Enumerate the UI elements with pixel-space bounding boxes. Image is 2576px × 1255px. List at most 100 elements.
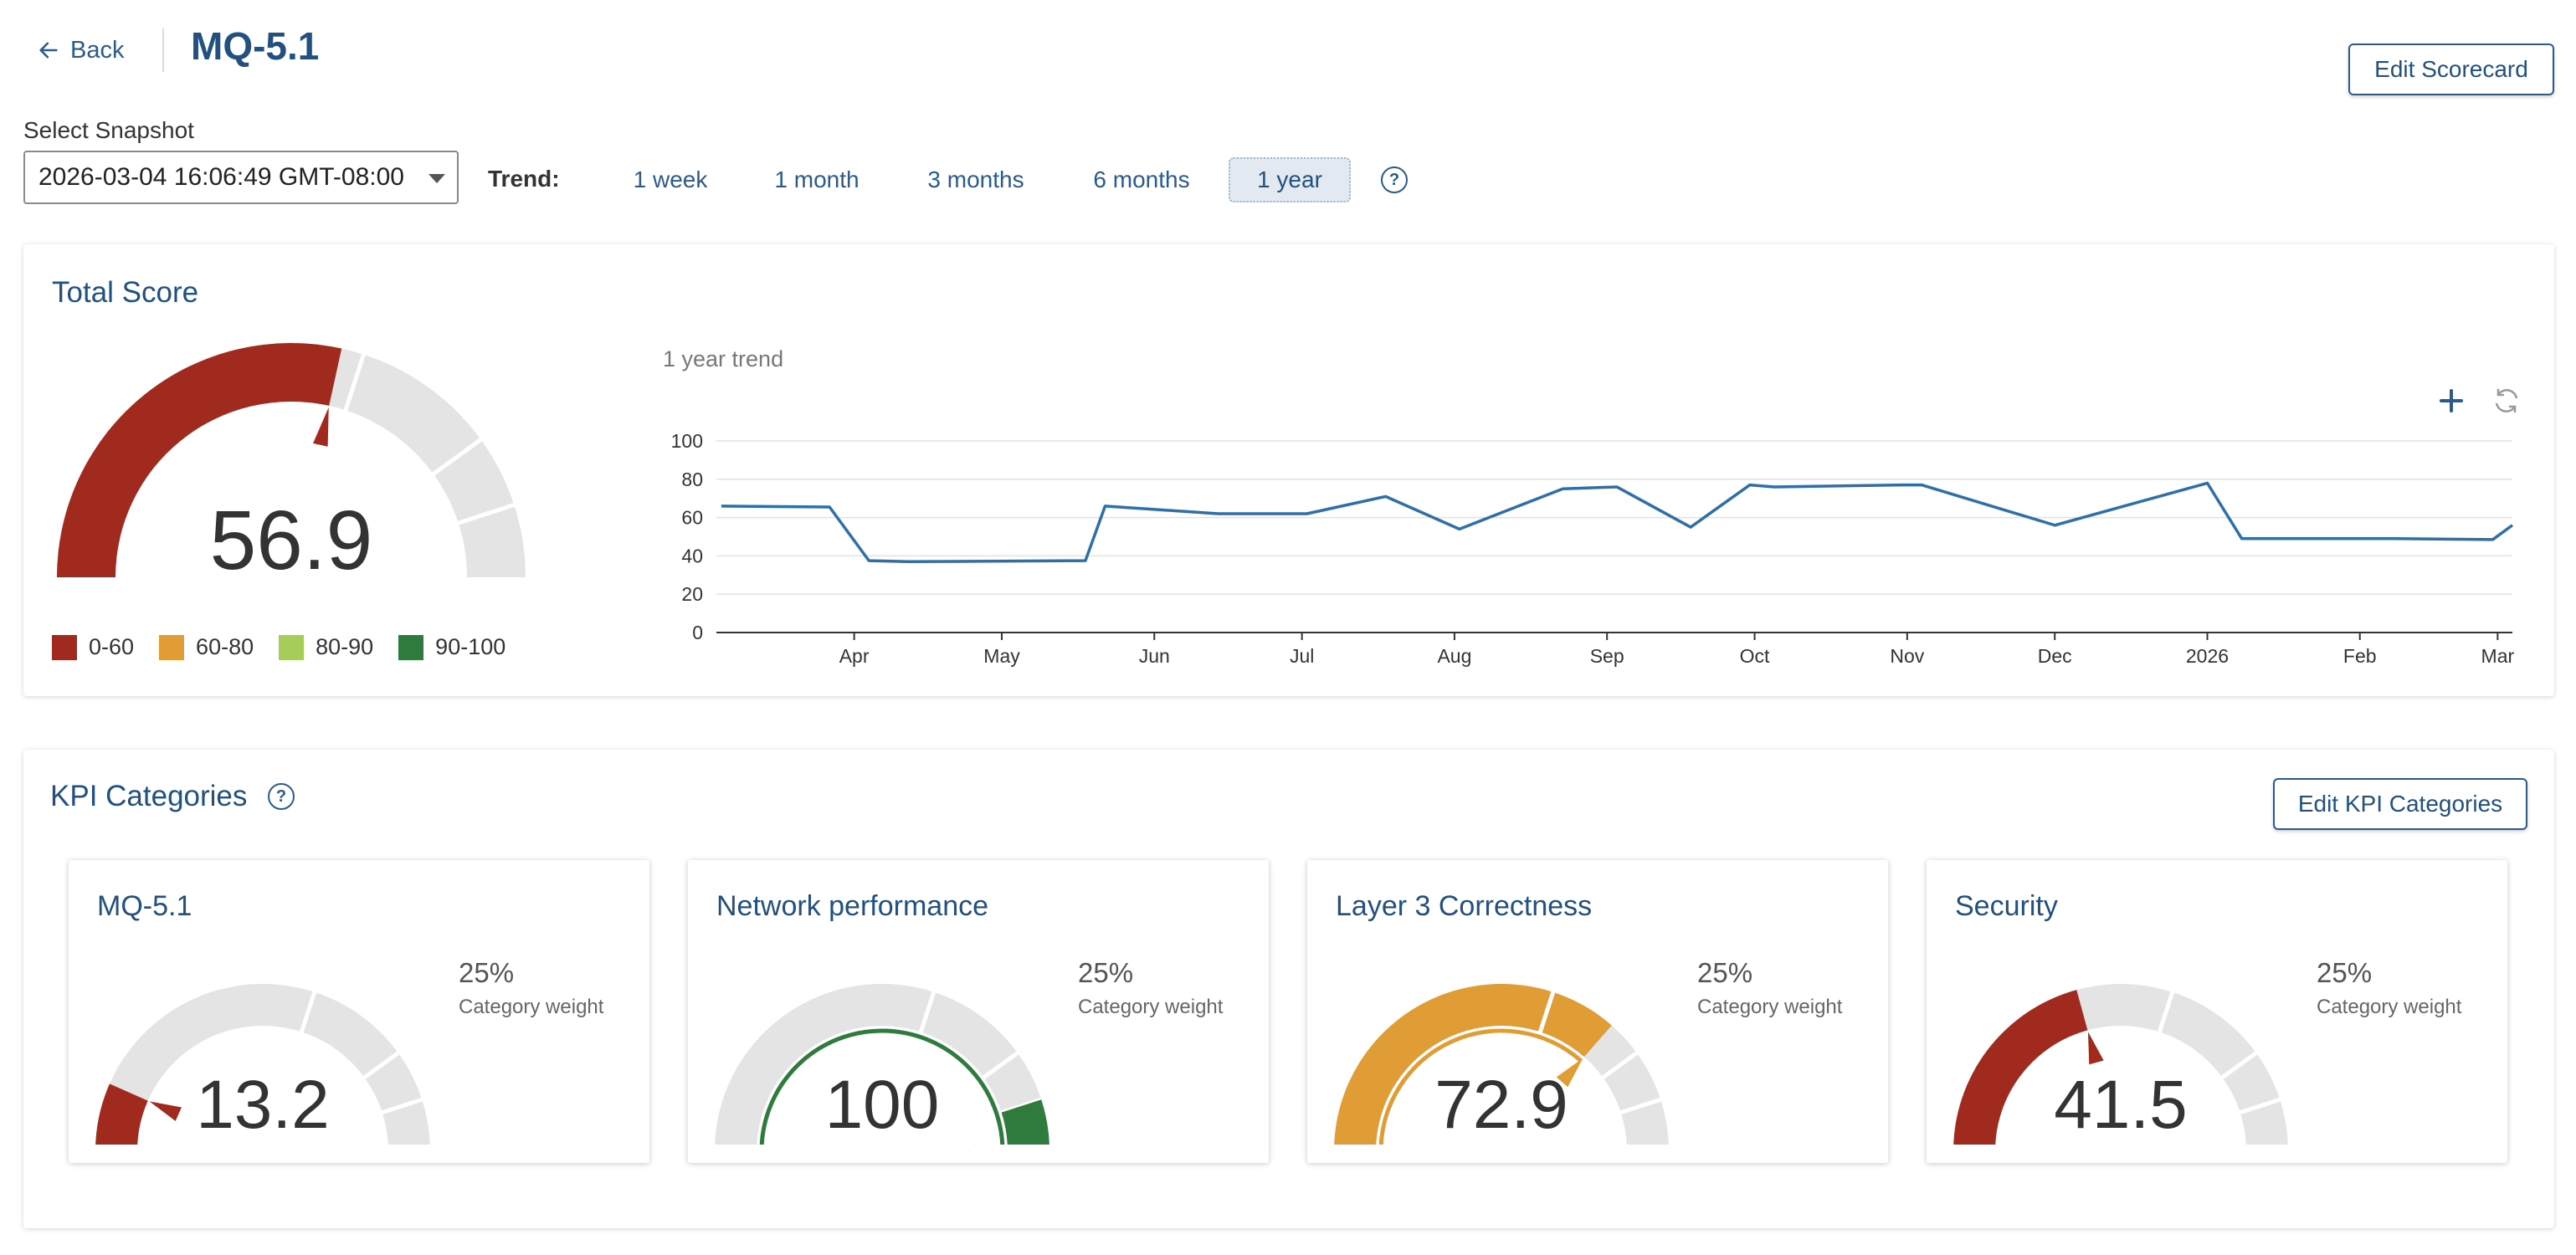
kpi-title: KPI Categories	[50, 780, 248, 812]
kpi-gauge-divider	[299, 991, 317, 1034]
kpi-gauge-divider	[1537, 991, 1556, 1034]
total-score-gauge-divider	[431, 437, 483, 477]
plus-icon[interactable]	[2437, 387, 2466, 415]
snapshot-value: 2026-03-04 16:06:49 GMT-08:00	[38, 163, 404, 191]
total-score-gauge-value-arc	[57, 343, 342, 577]
kpi-gauge-progress-line	[1378, 1028, 1583, 1145]
legend-label-0-60: 0-60	[89, 634, 135, 659]
edit-scorecard-button[interactable]: Edit Scorecard	[2348, 44, 2554, 95]
kpi-gauge-divider	[2220, 1050, 2259, 1080]
kpi-card[interactable]: Layer 3 Correctness 25% Category weight 7…	[1307, 860, 1888, 1163]
back-label: Back	[70, 36, 125, 64]
trend-line-chart: 0 20 40 60 80 100 Apr May Jun Jul Aug Sep Oct Nov Dec 2…	[671, 431, 2515, 667]
trend-label: Trend:	[488, 166, 560, 192]
kpi-gauge-value-arc	[715, 983, 1049, 1145]
kpi-card-weight-label: Category weight	[1697, 996, 1843, 1018]
kpi-gauge-value-arc	[95, 1083, 148, 1145]
kpi-gauge: 41.5	[1953, 984, 2288, 1145]
kpi-gauge: 100	[715, 983, 1049, 1145]
legend-swatch-60-80	[159, 634, 185, 660]
kpi-gauge-divider	[1601, 1050, 1640, 1080]
trend-series-line	[721, 481, 2514, 564]
total-score-gauge-band-3	[458, 505, 526, 577]
kpi-card-title: Network performance	[716, 890, 989, 922]
x-tick-label: Nov	[1890, 645, 1924, 667]
kpi-gauge-band-1	[2159, 991, 2256, 1078]
x-tick-label: Jun	[1139, 645, 1170, 667]
snapshot-label: Select Snapshot	[23, 117, 194, 143]
kpi-card[interactable]: MQ-5.1 25% Category weight 13.2	[69, 860, 649, 1163]
kpi-gauge-band-0	[95, 984, 315, 1145]
kpi-card-title: MQ-5.1	[97, 890, 192, 922]
kpi-gauge-needle	[149, 1101, 182, 1121]
x-tick-label: Aug	[1437, 645, 1471, 667]
kpi-gauge: 72.9	[1334, 984, 1669, 1145]
legend-label-90-100: 90-100	[435, 634, 506, 659]
kpi-gauge-band-1	[301, 991, 398, 1078]
kpi-gauge-value-arc	[1953, 990, 2088, 1145]
kpi-card-title: Security	[1955, 890, 2058, 922]
kpi-gauge: 13.2	[95, 984, 430, 1145]
kpi-card-weight-label: Category weight	[2317, 996, 2462, 1018]
kpi-gauge-band-3	[2240, 1099, 2288, 1145]
total-score-value: 56.9	[210, 494, 373, 586]
page-title: MQ-5.1	[191, 24, 320, 68]
kpi-gauge-divider	[2238, 1097, 2281, 1115]
score-legend: 0-60 60-80 80-90 90-100	[52, 634, 505, 660]
trend-option-1-year[interactable]: 1 year	[1229, 157, 1351, 202]
refresh-icon[interactable]	[2491, 385, 2522, 417]
kpi-gauge-band-0	[1953, 984, 2173, 1145]
question-circle-icon[interactable]: ?	[1381, 166, 1408, 193]
trend-option-6-months[interactable]: 6 months	[1093, 166, 1190, 192]
kpi-gauge-needle	[1556, 1058, 1583, 1088]
x-tick-label: Oct	[1740, 645, 1770, 667]
x-tick-label: Dec	[2038, 645, 2072, 667]
x-tick-label: Mar	[2481, 645, 2515, 667]
kpi-gauge-band-3	[1620, 1099, 1669, 1145]
kpi-card[interactable]: Network performance 25% Category weight 1…	[688, 860, 1269, 1163]
kpi-card-weight: 25%	[459, 957, 515, 988]
kpi-card-weight-label: Category weight	[1078, 996, 1224, 1018]
total-score-gauge-divider	[343, 352, 367, 412]
legend-label-60-80: 60-80	[196, 634, 254, 659]
kpi-gauge-divider	[2157, 991, 2175, 1034]
arrow-left-icon	[39, 42, 58, 59]
kpi-card-value: 72.9	[1434, 1067, 1568, 1143]
kpi-card-weight: 25%	[1697, 957, 1753, 988]
x-tick-label: Sep	[1590, 645, 1624, 667]
total-score-gauge: 56.9	[57, 342, 526, 586]
x-tick-label: Feb	[2343, 645, 2377, 667]
kpi-card-value: 100	[825, 1067, 940, 1143]
y-tick-label: 80	[681, 469, 703, 490]
kpi-gauge-divider	[362, 1050, 401, 1080]
kpi-gauge-divider	[918, 991, 936, 1034]
y-tick-label: 60	[681, 507, 703, 529]
trend-option-1-week[interactable]: 1 week	[633, 166, 708, 192]
kpi-gauge-divider	[1619, 1097, 1662, 1115]
x-tick-label: Apr	[839, 645, 870, 667]
edit-kpi-categories-button[interactable]: Edit KPI Categories	[2273, 778, 2527, 830]
y-tick-label: 20	[681, 583, 703, 605]
kpi-card-title: Layer 3 Correctness	[1336, 890, 1593, 922]
kpi-gauge-divider	[982, 1050, 1020, 1080]
trend-option-3-months[interactable]: 3 months	[927, 166, 1024, 192]
kpi-gauge-divider	[380, 1097, 423, 1115]
y-tick-label: 40	[681, 545, 703, 566]
kpi-card-value: 13.2	[196, 1067, 330, 1143]
kpi-card-weight: 25%	[1078, 957, 1134, 988]
legend-swatch-0-60	[52, 634, 77, 660]
question-circle-icon[interactable]: ?	[268, 783, 295, 810]
snapshot-select[interactable]: 2026-03-04 16:06:49 GMT-08:00	[23, 151, 459, 204]
x-tick-label: 2026	[2186, 645, 2229, 667]
y-tick-label: 0	[692, 622, 703, 643]
trend-option-1-month[interactable]: 1 month	[774, 166, 860, 192]
x-tick-label: May	[983, 645, 1020, 667]
y-tick-label: 100	[671, 431, 703, 452]
total-score-gauge-band-1	[345, 354, 481, 474]
kpi-card[interactable]: Security 25% Category weight 41.5	[1927, 860, 2507, 1163]
kpi-gauge-needle	[2087, 1032, 2104, 1065]
chevron-down-icon	[428, 174, 445, 183]
kpi-card-weight: 25%	[2317, 957, 2373, 988]
header-divider	[162, 28, 164, 72]
back-link[interactable]: Back	[37, 32, 124, 69]
